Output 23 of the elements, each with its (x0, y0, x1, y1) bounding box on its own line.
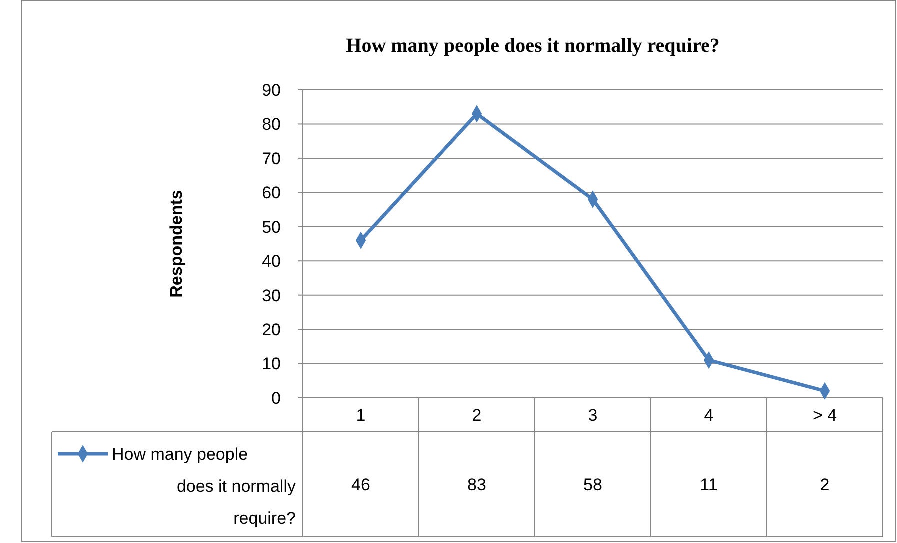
x-tick-label: 4 (704, 406, 714, 425)
x-tick-label: 3 (588, 406, 598, 425)
data-label: 58 (584, 475, 602, 494)
chart-title: How many people does it normally require? (346, 35, 720, 57)
y-tick-label: 80 (262, 115, 281, 134)
x-tick-label: 2 (472, 406, 482, 425)
legend-label: How many people does it normally require? (112, 444, 296, 528)
y-tick-label: 40 (262, 252, 281, 272)
data-label: 46 (352, 475, 370, 494)
x-tick-label: 1 (356, 406, 366, 425)
x-tick-label: > 4 (812, 406, 838, 425)
y-tick-label: 30 (262, 286, 281, 306)
data-label: 2 (820, 475, 830, 494)
y-tick-label: 0 (272, 388, 281, 408)
y-tick-label: 90 (262, 80, 281, 100)
data-label: 11 (700, 475, 718, 494)
y-tick-label: 60 (262, 184, 281, 203)
data-label: 83 (468, 475, 486, 494)
y-axis-title: Respondents (167, 190, 186, 298)
y-tick-label: 50 (262, 218, 281, 237)
y-tick-label: 70 (262, 149, 281, 168)
y-tick-label: 10 (262, 354, 281, 374)
y-tick-label: 20 (262, 320, 281, 340)
